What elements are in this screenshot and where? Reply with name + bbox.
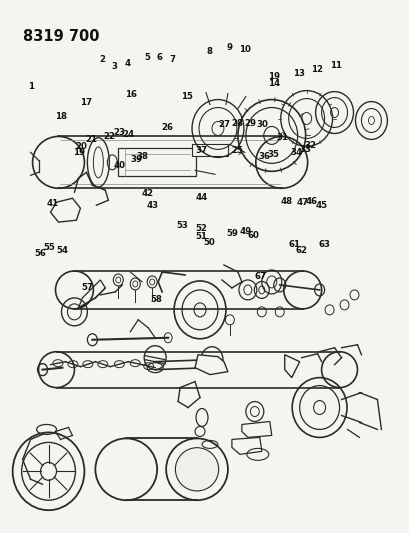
Text: 19: 19 [267,72,279,81]
Text: 45: 45 [315,201,327,210]
Text: 58: 58 [151,295,162,304]
Text: 25: 25 [230,146,242,155]
Text: 10: 10 [238,45,250,54]
Text: 47: 47 [295,198,308,207]
Text: 7: 7 [169,55,175,64]
Text: 35: 35 [267,150,279,159]
Text: 55: 55 [43,244,55,253]
Text: 32: 32 [303,141,316,150]
Text: 42: 42 [142,189,153,198]
Text: 62: 62 [294,246,306,255]
Text: 60: 60 [247,231,258,240]
Text: 14: 14 [267,79,279,88]
Text: 1: 1 [28,83,34,92]
Text: 50: 50 [203,238,214,247]
Text: 61: 61 [288,240,299,249]
Ellipse shape [175,448,218,491]
Text: 43: 43 [146,201,158,210]
Text: 2: 2 [99,55,105,64]
Text: 23: 23 [113,128,125,137]
Text: 5: 5 [144,53,150,62]
Text: 57: 57 [81,283,93,292]
Text: 48: 48 [280,197,292,206]
Text: 26: 26 [161,123,173,132]
Text: 20: 20 [76,142,88,151]
Text: 46: 46 [305,197,317,206]
Text: 33: 33 [299,145,310,154]
Text: 8319 700: 8319 700 [22,29,99,44]
Text: 51: 51 [196,232,207,241]
Text: 17: 17 [80,99,92,107]
Text: 53: 53 [176,221,188,230]
Bar [118,148,196,176]
Text: 27: 27 [218,119,230,128]
Text: 3: 3 [111,62,117,71]
Text: 28: 28 [231,118,243,127]
Text: 24: 24 [122,130,134,139]
Text: 37: 37 [195,146,207,155]
Text: 41: 41 [47,199,59,208]
Text: 16: 16 [124,91,136,100]
Text: 34: 34 [290,148,302,157]
Text: 54: 54 [57,246,69,255]
Text: 67: 67 [254,271,265,280]
Text: 21: 21 [85,134,97,143]
Text: 36: 36 [258,152,270,161]
Text: 44: 44 [195,193,207,202]
Text: 39: 39 [130,155,142,164]
Text: 38: 38 [137,151,148,160]
Bar [191,144,227,156]
Text: 63: 63 [317,240,330,249]
Text: 52: 52 [196,224,207,233]
Text: 12: 12 [310,66,323,75]
Text: 22: 22 [103,132,115,141]
Text: 56: 56 [35,249,47,258]
Text: 40: 40 [114,161,126,170]
Text: 31: 31 [276,133,288,142]
Text: 11: 11 [329,61,341,70]
Text: 6: 6 [156,53,162,62]
Polygon shape [195,354,227,375]
Text: 59: 59 [226,229,238,238]
Text: 15: 15 [180,92,192,101]
Text: 18: 18 [55,112,67,120]
Text: 49: 49 [239,228,251,237]
Text: 9: 9 [226,43,232,52]
Text: 19: 19 [73,148,85,157]
Text: 13: 13 [292,69,304,78]
Text: 29: 29 [244,118,256,127]
Text: 4: 4 [124,59,130,68]
Text: 8: 8 [206,47,211,56]
Text: 30: 30 [256,119,267,128]
